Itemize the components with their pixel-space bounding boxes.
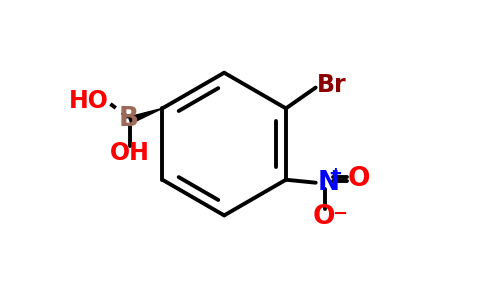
Text: Br: Br bbox=[317, 73, 347, 97]
Text: OH: OH bbox=[110, 141, 150, 165]
Text: O: O bbox=[348, 166, 370, 192]
Text: N: N bbox=[317, 170, 339, 196]
Polygon shape bbox=[128, 108, 163, 124]
Text: HO: HO bbox=[69, 89, 109, 113]
Text: +: + bbox=[329, 165, 342, 183]
Text: −: − bbox=[332, 205, 347, 223]
Text: B: B bbox=[118, 106, 138, 132]
Text: O: O bbox=[313, 204, 335, 230]
